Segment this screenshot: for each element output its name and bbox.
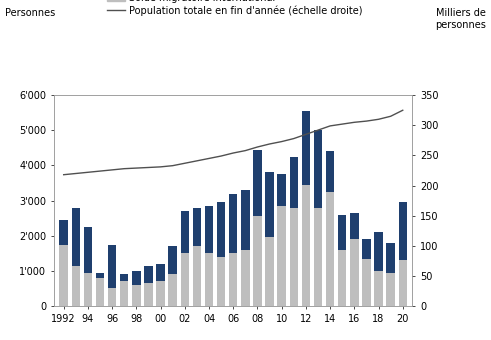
Text: Personnes: Personnes [5, 8, 55, 18]
Bar [96, 273, 104, 278]
Bar [192, 246, 201, 306]
Line: Population totale en fin d'année (échelle droite): Population totale en fin d'année (échell… [64, 110, 403, 175]
Population totale en fin d'année (échelle droite) [158, 165, 164, 169]
Bar [144, 283, 153, 306]
Population totale en fin d'année (échelle droite) [400, 108, 406, 112]
Bar [277, 206, 286, 306]
Bar [120, 282, 129, 306]
Population totale en fin d'année (échelle droite) [303, 132, 309, 136]
Bar [83, 273, 92, 306]
Bar [108, 288, 116, 306]
Population totale en fin d'année (échelle droite) [97, 169, 103, 173]
Population totale en fin d'année (échelle droite) [206, 156, 212, 160]
Bar [338, 250, 347, 306]
Bar [156, 264, 165, 282]
Bar [72, 266, 80, 306]
Population totale en fin d'année (échelle droite) [267, 142, 273, 146]
Bar [386, 273, 395, 306]
Bar [350, 213, 358, 239]
Bar [229, 253, 238, 306]
Bar [229, 193, 238, 253]
Bar [241, 250, 249, 306]
Population totale en fin d'année (échelle droite) [254, 145, 260, 149]
Bar [132, 271, 140, 285]
Bar [132, 285, 140, 306]
Population totale en fin d'année (échelle droite) [327, 124, 333, 128]
Bar [205, 253, 213, 306]
Bar [108, 244, 116, 288]
Population totale en fin d'année (échelle droite) [170, 164, 176, 168]
Population totale en fin d'année (échelle droite) [339, 122, 345, 126]
Bar [399, 202, 407, 260]
Population totale en fin d'année (échelle droite) [291, 137, 297, 141]
Bar [386, 243, 395, 273]
Population totale en fin d'année (échelle droite) [61, 173, 67, 177]
Bar [314, 208, 322, 306]
Bar [314, 130, 322, 208]
Population totale en fin d'année (échelle droite) [121, 167, 127, 171]
Bar [362, 239, 371, 259]
Bar [181, 253, 189, 306]
Legend: Solde migratoire intercantonal, Solde migratoire international, Population total: Solde migratoire intercantonal, Solde mi… [106, 0, 364, 18]
Bar [326, 192, 334, 306]
Bar [181, 211, 189, 253]
Bar [168, 274, 177, 306]
Bar [59, 244, 68, 306]
Bar [144, 266, 153, 283]
Bar [120, 274, 129, 282]
Bar [301, 185, 310, 306]
Population totale en fin d'année (échelle droite) [352, 120, 357, 124]
Bar [374, 271, 383, 306]
Population totale en fin d'année (échelle droite) [73, 171, 79, 175]
Bar [290, 157, 298, 208]
Bar [96, 278, 104, 306]
Population totale en fin d'année (échelle droite) [218, 154, 224, 158]
Bar [326, 151, 334, 192]
Text: Milliers de
personnes: Milliers de personnes [435, 8, 486, 30]
Bar [217, 202, 225, 257]
Bar [265, 237, 274, 306]
Bar [374, 232, 383, 271]
Bar [399, 260, 407, 306]
Bar [253, 217, 262, 306]
Population totale en fin d'année (échelle droite) [145, 166, 151, 170]
Bar [241, 190, 249, 250]
Population totale en fin d'année (échelle droite) [230, 151, 236, 155]
Bar [217, 257, 225, 306]
Bar [362, 259, 371, 306]
Population totale en fin d'année (échelle droite) [194, 159, 200, 163]
Bar [338, 215, 347, 250]
Bar [192, 208, 201, 246]
Population totale en fin d'année (échelle droite) [182, 161, 188, 165]
Population totale en fin d'année (échelle droite) [279, 139, 285, 143]
Bar [290, 208, 298, 306]
Bar [83, 227, 92, 273]
Bar [253, 150, 262, 217]
Population totale en fin d'année (échelle droite) [243, 149, 248, 153]
Bar [59, 220, 68, 244]
Bar [72, 208, 80, 266]
Bar [350, 239, 358, 306]
Population totale en fin d'année (échelle droite) [109, 168, 115, 172]
Bar [277, 174, 286, 206]
Population totale en fin d'année (échelle droite) [363, 119, 369, 123]
Population totale en fin d'année (échelle droite) [376, 117, 382, 121]
Population totale en fin d'année (échelle droite) [315, 128, 321, 132]
Population totale en fin d'année (échelle droite) [134, 166, 139, 170]
Bar [168, 246, 177, 274]
Population totale en fin d'année (échelle droite) [388, 114, 394, 118]
Bar [301, 111, 310, 185]
Bar [265, 172, 274, 237]
Bar [156, 282, 165, 306]
Bar [205, 206, 213, 253]
Population totale en fin d'année (échelle droite) [85, 170, 91, 174]
